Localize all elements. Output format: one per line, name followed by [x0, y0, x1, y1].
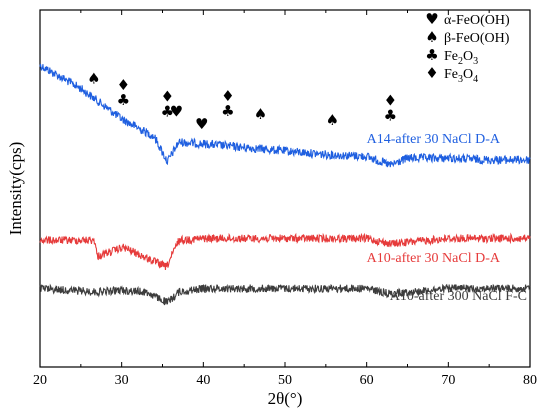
x-tick-label: 20	[33, 373, 47, 388]
series-line-2	[39, 283, 531, 306]
x-tick-label: 40	[196, 373, 210, 388]
legend-label: Fe2O3	[444, 49, 478, 67]
series-line-0	[39, 63, 531, 168]
peak-marker: ♠	[326, 111, 339, 129]
peak-marker: ♣	[161, 103, 174, 121]
y-axis-title: Intensity(cps)	[6, 142, 25, 235]
peak-marker: ♦	[221, 87, 234, 105]
legend-spade-icon: ♠	[425, 28, 438, 46]
legend-label: β-FeO(OH)	[444, 31, 510, 46]
series-label-0: A14-after 30 NaCl D-A	[367, 132, 501, 147]
peak-marker: ♠	[87, 69, 100, 87]
series-label-2: A10-after 300 NaCl F-C	[390, 289, 527, 304]
legend-diamond-icon: ♦	[425, 64, 438, 82]
peak-marker: ♥	[170, 102, 183, 120]
peak-marker: ♣	[221, 102, 234, 120]
x-axis-title: 2θ(°)	[268, 389, 303, 408]
x-tick-label: 60	[360, 373, 374, 388]
peak-marker: ♣	[117, 91, 130, 109]
legend-club-icon: ♣	[425, 46, 438, 64]
series-label-1: A10-after 30 NaCl D-A	[367, 251, 501, 266]
legend-label: α-FeO(OH)	[444, 13, 510, 28]
legend-heart-icon: ♥	[425, 10, 438, 28]
series-line-1	[39, 232, 531, 271]
peak-marker: ♦	[161, 88, 174, 106]
peak-marker: ♦	[117, 76, 130, 94]
x-tick-label: 50	[278, 373, 292, 388]
x-tick-label: 70	[441, 373, 455, 388]
x-tick-label: 80	[523, 373, 537, 388]
peak-marker: ♥	[195, 115, 208, 133]
legend-label: Fe3O4	[444, 67, 478, 85]
peak-marker: ♣	[384, 106, 397, 124]
peak-marker: ♠	[254, 105, 267, 123]
x-tick-label: 30	[115, 373, 129, 388]
peak-marker: ♦	[384, 91, 397, 109]
